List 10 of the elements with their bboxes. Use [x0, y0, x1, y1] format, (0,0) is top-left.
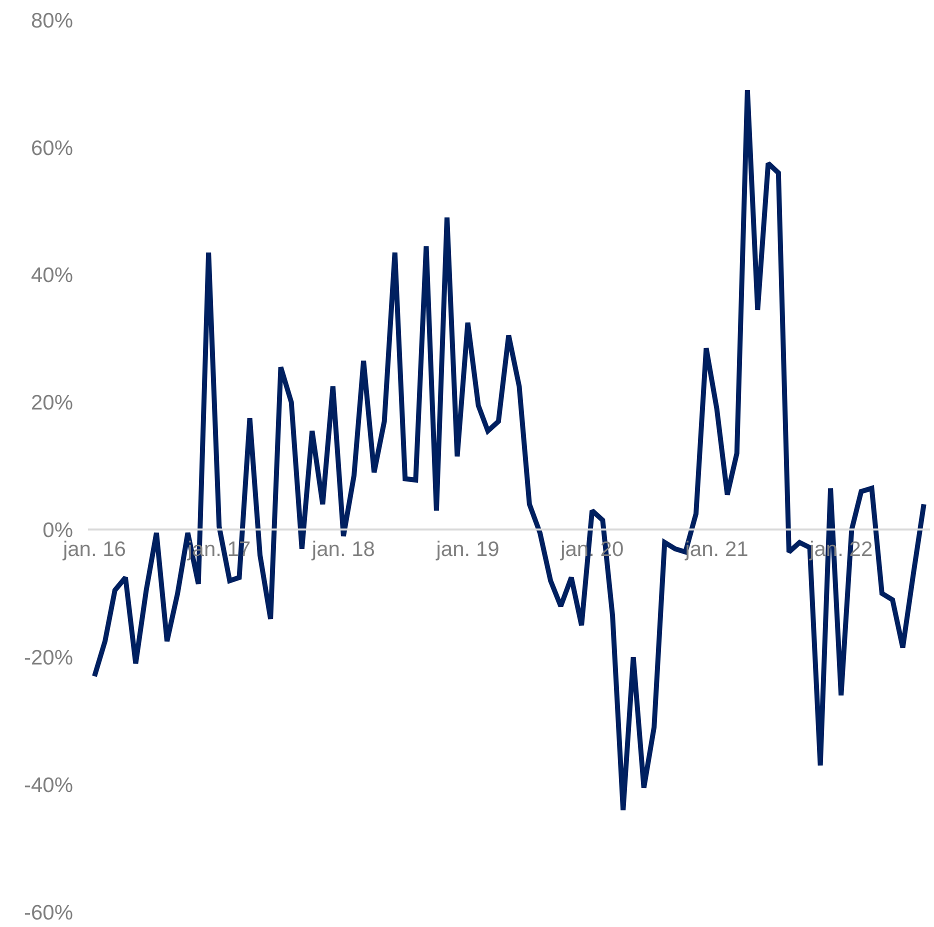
y-tick-label: 80%	[30, 9, 73, 32]
y-tick-label: 20%	[30, 392, 73, 415]
y-tick-label: 40%	[30, 264, 73, 288]
y-tick-label: -20%	[24, 646, 73, 670]
y-tick-label: -40%	[24, 774, 73, 797]
x-tick-label: jan. 16	[62, 538, 126, 561]
y-tick-label: -60%	[24, 901, 73, 924]
x-tick-label: jan. 19	[435, 538, 500, 561]
y-tick-label: 60%	[30, 136, 73, 160]
x-tick-label: jan. 18	[310, 538, 375, 561]
